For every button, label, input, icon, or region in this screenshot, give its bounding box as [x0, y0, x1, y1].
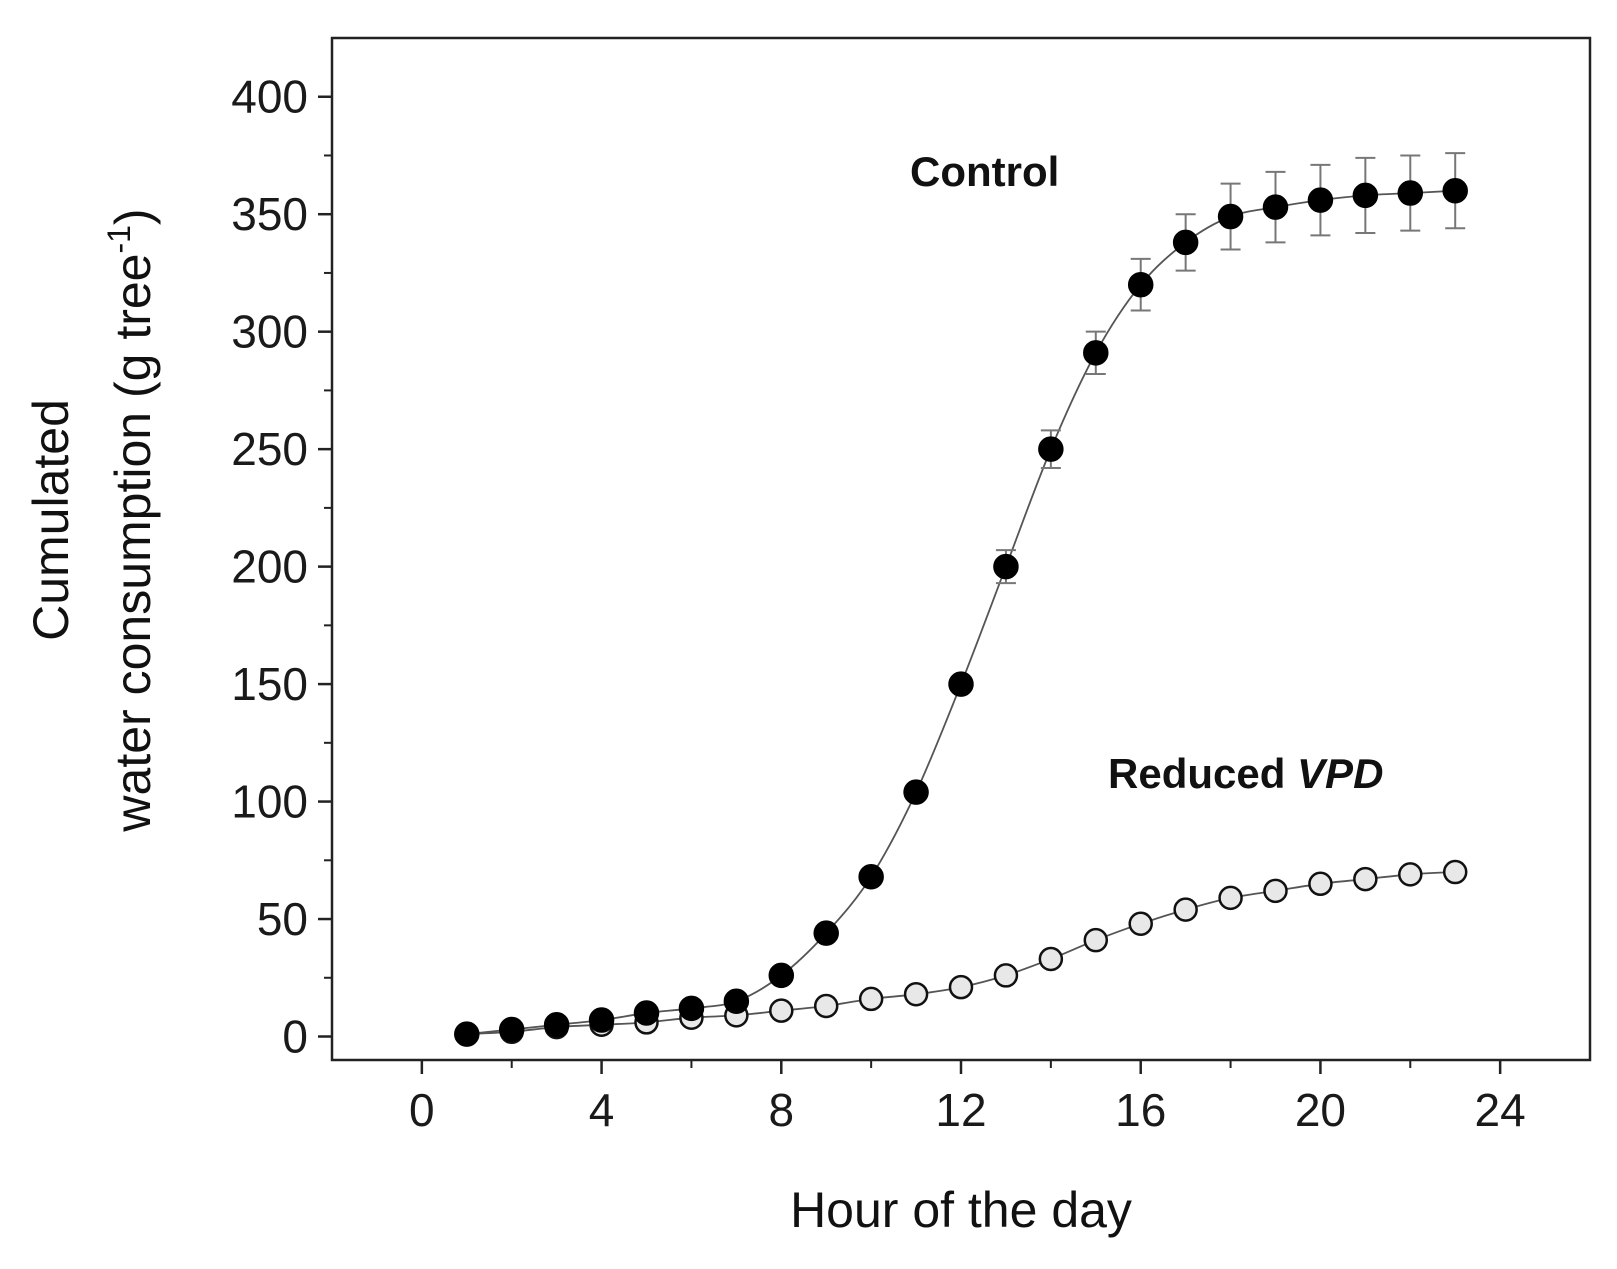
x-tick-label: 12 — [935, 1084, 986, 1136]
y-axis-title-superscript: -1 — [101, 225, 137, 253]
control-point — [543, 1012, 570, 1038]
y-axis-title-line2: water consumption (g tree-1) — [101, 208, 161, 832]
x-axis-title: Hour of the day — [790, 1182, 1132, 1238]
y-axis-title-text: water consumption (g tree — [105, 254, 161, 833]
control-point — [1083, 340, 1109, 366]
reduced-vpd-point — [1442, 859, 1468, 885]
reduced-vpd-point — [1398, 862, 1423, 887]
y-tick-label: 0 — [282, 1011, 308, 1063]
control-point — [498, 1016, 525, 1043]
control-point — [1127, 271, 1154, 298]
series-line-control — [466, 189, 1456, 1036]
series-line-reduced-vpd — [466, 871, 1456, 1036]
control-point — [723, 988, 750, 1015]
control-point — [993, 553, 1019, 580]
reduced-vpd-point — [1308, 871, 1333, 897]
control-point — [1262, 194, 1289, 220]
error-bars — [951, 152, 1466, 690]
y-axis: 0 50 100 150 200 250 300 350 400 — [231, 71, 332, 1063]
y-tick-label: 50 — [257, 893, 308, 945]
reduced-vpd-point — [903, 981, 929, 1007]
control-point — [768, 962, 795, 989]
control-point — [1442, 177, 1468, 204]
control-point — [1172, 229, 1199, 256]
reduced-vpd-point — [1038, 946, 1064, 972]
y-axis-title-close: ) — [105, 208, 161, 225]
x-tick-label: 16 — [1115, 1084, 1166, 1136]
annotation-reduced-vpd: Reduced VPD — [1108, 750, 1383, 797]
reduced-vpd-point — [993, 963, 1019, 988]
reduced-vpd-point — [1128, 911, 1153, 936]
x-tick-label: 0 — [409, 1084, 435, 1136]
y-tick-label: 300 — [231, 306, 308, 358]
control-point — [678, 995, 705, 1022]
y-tick-label: 400 — [231, 71, 308, 123]
control-point — [1038, 436, 1064, 462]
annotation-reduced-text: Reduced — [1108, 750, 1297, 797]
annotation-control: Control — [910, 148, 1059, 195]
y-tick-label: 250 — [231, 423, 308, 475]
y-tick-label: 150 — [231, 658, 308, 710]
control-point — [813, 920, 839, 946]
x-axis: 0 4 8 12 16 20 24 — [409, 1060, 1526, 1136]
control-point — [1217, 203, 1244, 230]
control-point — [633, 1000, 660, 1026]
control-point — [858, 863, 884, 890]
y-tick-label: 200 — [231, 541, 308, 593]
reduced-vpd-point — [1218, 885, 1243, 911]
control-point — [454, 1021, 480, 1047]
data-markers — [454, 177, 1468, 1047]
control-point — [1307, 187, 1334, 213]
reduced-vpd-point — [1173, 897, 1198, 922]
reduced-vpd-point — [1083, 927, 1109, 953]
reduced-vpd-point — [813, 993, 839, 1019]
x-tick-label: 20 — [1295, 1084, 1346, 1136]
control-point — [903, 779, 929, 805]
y-tick-label: 100 — [231, 776, 308, 828]
control-point — [1397, 180, 1424, 206]
y-tick-label: 350 — [231, 188, 308, 240]
reduced-vpd-point — [858, 986, 884, 1012]
x-tick-label: 24 — [1475, 1084, 1526, 1136]
reduced-vpd-point — [1353, 866, 1378, 892]
control-point — [588, 1007, 615, 1033]
x-tick-label: 8 — [768, 1084, 794, 1136]
reduced-vpd-point — [769, 998, 794, 1023]
control-point — [948, 671, 974, 697]
y-axis-title-line1: Cumulated — [23, 399, 79, 641]
reduced-vpd-point — [948, 974, 974, 1000]
control-point — [1352, 182, 1379, 209]
annotation-vpd-italic: VPD — [1297, 750, 1383, 797]
series-lines — [466, 189, 1456, 1036]
x-tick-label: 4 — [589, 1084, 615, 1136]
reduced-vpd-point — [1263, 878, 1288, 904]
